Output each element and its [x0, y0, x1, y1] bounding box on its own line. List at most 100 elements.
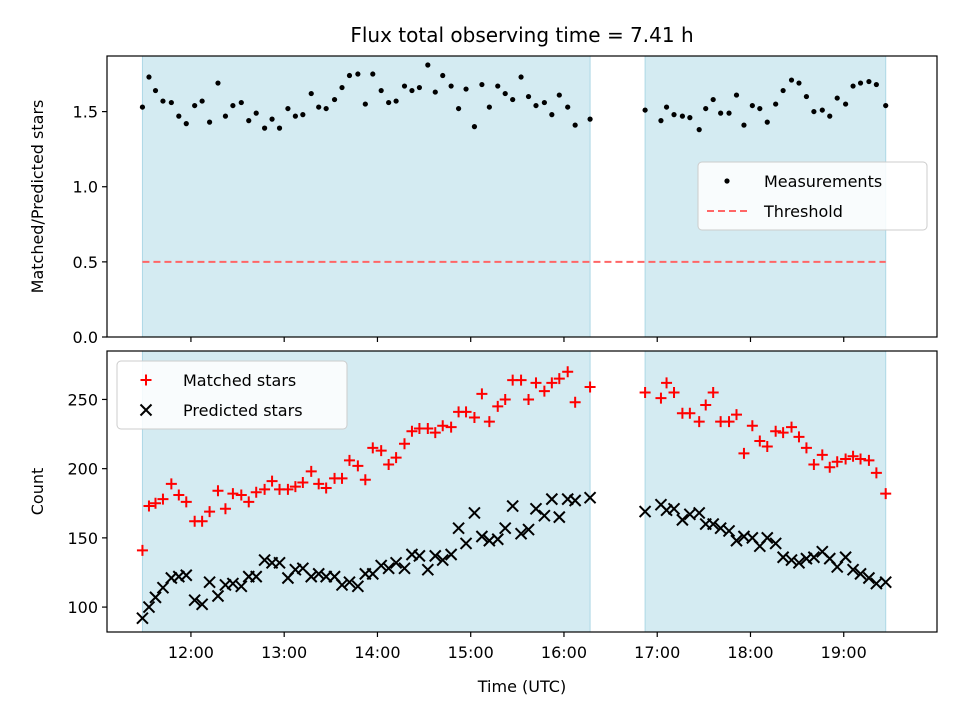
data-point: [684, 407, 696, 419]
legend-marker: [724, 178, 730, 184]
data-point: [259, 483, 271, 495]
data-point: [549, 112, 555, 118]
data-point: [316, 104, 322, 110]
data-point: [416, 84, 423, 91]
data-point: [587, 116, 593, 122]
data-point: [409, 87, 415, 94]
data-point: [522, 523, 535, 536]
data-point: [700, 399, 712, 411]
data-point: [706, 517, 720, 531]
data-point: [313, 478, 325, 490]
data-point: [556, 92, 562, 98]
data-point: [463, 86, 469, 92]
data-point: [258, 553, 271, 567]
data-point: [568, 494, 582, 507]
data-point: [847, 450, 859, 462]
data-point: [429, 549, 442, 563]
data-point: [160, 98, 166, 104]
data-point: [562, 366, 574, 378]
x-tick-label: 19:00: [821, 643, 867, 662]
data-point: [769, 537, 782, 550]
data-point: [530, 377, 542, 389]
data-point: [448, 83, 454, 89]
data-point: [687, 115, 693, 121]
data-point: [436, 553, 449, 567]
data-point: [655, 392, 667, 404]
data-point: [834, 95, 840, 101]
observing-interval: [644, 351, 887, 632]
x-tick-label: 13:00: [261, 643, 307, 662]
data-point: [346, 72, 353, 79]
data-point: [139, 104, 146, 110]
data-point: [638, 505, 652, 518]
data-point: [367, 442, 379, 454]
y-tick-label: 1.5: [73, 103, 98, 122]
data-point: [862, 571, 876, 585]
data-point: [183, 121, 189, 127]
data-point: [854, 567, 867, 581]
data-point: [676, 513, 689, 527]
data-point: [846, 563, 860, 576]
data-point: [157, 493, 169, 505]
data-point: [370, 71, 376, 77]
data-point: [757, 105, 763, 112]
axes-frame: [106, 350, 938, 633]
data-point: [343, 575, 356, 589]
data-point: [398, 562, 411, 575]
data-point: [499, 393, 511, 405]
axes-frame: [106, 55, 938, 338]
data-point: [776, 551, 790, 564]
y-tick-label: 250: [67, 390, 98, 409]
data-point: [855, 453, 867, 465]
x-tick-label: 14:00: [354, 643, 400, 662]
data-point: [668, 387, 680, 399]
data-point: [203, 575, 216, 589]
data-point: [323, 105, 329, 112]
data-point: [143, 500, 155, 512]
data-point: [808, 459, 820, 471]
data-point: [879, 575, 892, 589]
data-point: [437, 420, 449, 432]
y-tick-label: 200: [67, 460, 98, 479]
data-point: [515, 374, 527, 386]
data-point: [541, 99, 547, 106]
data-point: [800, 442, 812, 454]
data-point: [206, 119, 213, 125]
data-point: [382, 562, 395, 575]
data-point: [351, 580, 365, 593]
data-point: [710, 96, 716, 103]
data-point: [811, 108, 817, 115]
data-point: [703, 105, 709, 112]
y-tick-label: 0.5: [73, 253, 98, 272]
data-point: [746, 420, 758, 432]
legend-label: Predicted stars: [183, 401, 303, 420]
data-point: [230, 102, 236, 109]
legend: Matched stars Predicted stars: [116, 360, 348, 430]
data-point: [696, 127, 702, 133]
chart-title: Flux total observing time = 7.41 h: [350, 23, 693, 47]
ratio-panel: 0.0 0.5 1.0 1.5 Matched/Predicted stars Measu…: [28, 55, 938, 347]
data-point: [253, 110, 259, 116]
data-point: [374, 559, 388, 572]
data-point: [262, 125, 268, 131]
data-point: [389, 556, 403, 569]
data-point: [343, 454, 355, 466]
data-point: [667, 502, 681, 516]
data-point: [235, 489, 247, 501]
data-point: [730, 409, 742, 421]
data-point: [421, 563, 435, 576]
data-point: [386, 99, 392, 106]
data-point: [476, 388, 488, 400]
data-point: [499, 521, 512, 535]
data-point: [429, 427, 441, 439]
data-point: [250, 486, 262, 498]
data-point: [866, 78, 872, 85]
data-point: [692, 506, 706, 520]
data-point: [495, 83, 501, 89]
data-point: [471, 124, 478, 130]
data-point: [390, 452, 402, 464]
data-point: [468, 506, 481, 520]
data-point: [362, 101, 368, 107]
data-point: [180, 569, 193, 582]
data-point: [525, 93, 532, 100]
